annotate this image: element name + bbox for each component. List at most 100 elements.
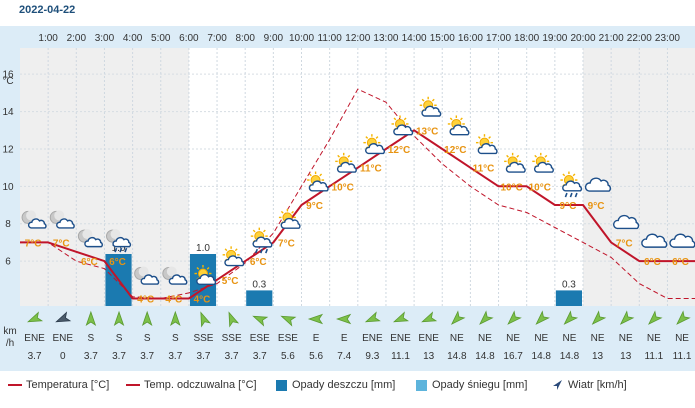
hour-label: 23:00 [655,33,680,44]
hour-label: 8:00 [235,33,255,44]
wind-arrow-icon [364,311,381,323]
hour-label: 7:00 [207,33,227,44]
icon-temp-label: 11°C [473,164,495,175]
weather-icon-rain-night [106,229,132,253]
icon-temp-label: 10°C [500,182,522,193]
wind-direction-label: ESE [250,333,270,344]
weather-icon-rain-day [560,171,583,198]
icon-temp-label: 9°C [560,201,577,212]
y-tick-label: 12 [2,144,14,155]
hour-label: 15:00 [430,33,455,44]
wind-speed-label: 3.7 [168,351,182,362]
wind-arrow-icon [507,310,522,325]
wind-arrow-icon [200,311,211,328]
weather-icon-cloudy-night [21,210,47,229]
night-column [611,48,640,306]
wind-speed-label: 14.8 [447,351,467,362]
icon-temp-label: 12°C [444,145,466,156]
icon-temp-label: 9°C [588,201,605,212]
icon-temp-label: 6°C [250,257,267,268]
icon-temp-label: 6°C [672,257,689,268]
icon-temp-label: 7°C [53,238,70,249]
icon-temp-label: 6°C [644,257,661,268]
legend-item: Opady śniegu [mm] [416,379,527,391]
wind-speed-label: 14.8 [560,351,580,362]
weather-icon-sun-cloud [222,246,245,267]
legend-box-swatch [276,379,287,391]
night-column [667,48,695,306]
hour-label: 22:00 [627,33,652,44]
weather-icon-sun-cloud [532,152,554,173]
icon-temp-label: 4°C [137,295,154,306]
weather-icon-cloudy-night [162,266,188,285]
weather-icon-rain-day [250,227,273,254]
wind-arrow-icon [55,311,72,323]
legend-label: Opady śniegu [mm] [432,379,528,391]
hour-label: 9:00 [264,33,284,44]
hour-label: 18:00 [514,33,539,44]
y-tick-label: 6 [5,257,11,268]
wind-arrow-icon [676,310,691,325]
hour-label: 17:00 [486,33,511,44]
rain-value-label: 1.0 [112,243,126,254]
wind-speed-label: 13 [423,351,435,362]
wind-arrow-icon [336,313,352,325]
legend-label: Opady deszczu [mm] [292,379,396,391]
icon-temp-label: 9°C [306,201,323,212]
rain-value-label: 1.0 [196,243,210,254]
weather-icon-cloud [641,233,668,248]
wind-direction-label: ENE [418,333,439,344]
wind-direction-label: SSE [193,333,213,344]
wind-direction-label: NE [534,333,548,344]
hour-label: 11:00 [318,33,343,44]
wind-speed-label: 3.7 [140,351,154,362]
weather-icon-sun-cloud [278,208,301,229]
legend-item: Temp. odczuwalna [°C] [126,379,257,391]
wind-arrow-icon [141,310,153,326]
wind-direction-label: E [341,333,348,344]
wind-speed-label: 3.7 [84,351,98,362]
wind-arrow-icon [280,315,297,327]
icon-temp-label: 4°C [194,295,211,306]
wind-speed-label: 3.7 [225,351,239,362]
hour-label: 13:00 [373,33,398,44]
wind-direction-label: ENE [52,333,73,344]
wind-arrow-icon [307,313,324,325]
wind-arrow-icon [451,310,466,325]
wind-direction-label: S [88,333,95,344]
wind-direction-label: NE [619,333,633,344]
night-column [583,48,612,306]
weather-icon-cloudy-night [77,229,103,248]
wind-direction-label: ENE [362,333,383,344]
rain-bar [246,290,273,306]
hour-label: 16:00 [458,33,483,44]
wind-unit-label: /h [6,338,14,349]
wind-arrow-icon [252,315,269,327]
weather-icon-sun-cloud [447,115,470,136]
wind-unit-label: km [3,326,16,337]
wind-direction-label: ENE [390,333,411,344]
wind-arrow-icon [170,310,181,326]
hour-label: 20:00 [570,33,595,44]
wind-direction-label: NE [591,333,605,344]
weather-icon-sun-cloud [363,134,386,155]
icon-temp-label: 11°C [360,164,382,175]
wind-speed-label: 14.8 [475,351,495,362]
night-column [132,48,161,306]
wind-direction-label: E [313,333,320,344]
chart-legend: Temperatura [°C] Temp. odczuwalna [°C] Opa… [0,371,695,399]
hour-label: 21:00 [599,33,624,44]
wind-arrow-icon [113,310,125,326]
y-axis-unit: °C [2,76,13,87]
icon-temp-label: 6°C [109,257,126,268]
weather-icon-sun-cloud [391,115,414,136]
wind-arrow-icon [591,310,607,325]
wind-arrow-icon [619,310,635,325]
icon-temp-label: 12°C [388,145,410,156]
wind-arrow-icon [27,311,44,323]
wind-speed-label: 14.8 [532,351,552,362]
wind-arrow-icon [479,310,494,325]
wind-speed-label: 3.7 [197,351,211,362]
wind-direction-label: SSE [222,333,242,344]
